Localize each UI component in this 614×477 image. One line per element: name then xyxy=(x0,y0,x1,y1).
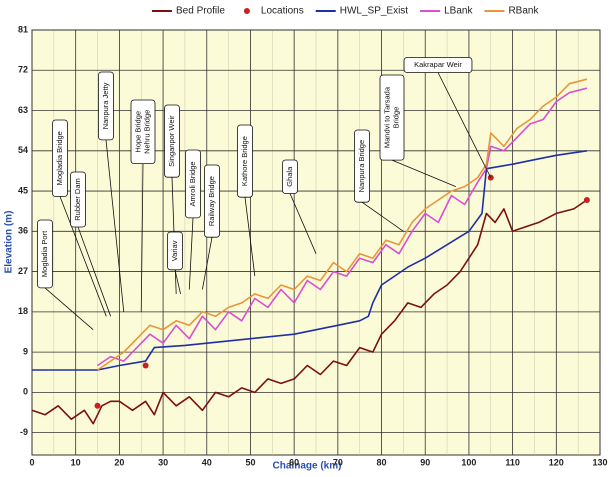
y-tick-label: 63 xyxy=(18,105,28,115)
annotation-label: Rubber Dam xyxy=(73,178,82,221)
annotation-leader xyxy=(391,159,456,187)
y-tick-label: 9 xyxy=(23,346,28,356)
annotation-box xyxy=(52,119,68,197)
x-tick-label: 120 xyxy=(549,457,564,467)
annotation-leader xyxy=(202,237,213,290)
x-tick-label: 30 xyxy=(158,457,168,467)
annotation-leader xyxy=(437,72,492,178)
location-marker xyxy=(142,362,149,369)
annotation-leader xyxy=(105,139,125,312)
annotation-box xyxy=(354,129,370,203)
legend: Bed Profile Locations HWL_SP_Exist LBank RBa… xyxy=(152,6,539,17)
legend-label: RBank xyxy=(508,6,539,17)
annotation-line: Nanpura Jetty xyxy=(101,82,110,129)
x-tick-label: 50 xyxy=(245,457,255,467)
x-tick-label: 20 xyxy=(114,457,124,467)
annotation-leader xyxy=(289,193,317,254)
y-tick-label: 72 xyxy=(18,65,28,75)
legend-label: Bed Profile xyxy=(176,6,225,17)
annotation-leader xyxy=(77,226,112,317)
annotation-box xyxy=(403,57,473,73)
annotation-label: Variav xyxy=(170,240,179,261)
annotation-leader xyxy=(140,163,144,312)
annotation-box xyxy=(130,99,156,164)
annotation-leader xyxy=(44,287,94,331)
annotation-box xyxy=(282,159,298,194)
annotation-box xyxy=(185,149,201,219)
legend-swatch xyxy=(243,8,250,14)
x-tick-label: 40 xyxy=(202,457,212,467)
y-tick-label: 45 xyxy=(18,185,28,195)
annotation-box xyxy=(237,124,253,198)
annotation-leader xyxy=(188,217,194,290)
annotation-line: Nanpura Bridge xyxy=(357,140,366,193)
x-tick-label: 130 xyxy=(592,457,607,467)
x-tick-label: 10 xyxy=(71,457,81,467)
legend-label: LBank xyxy=(444,6,473,17)
annotation-box xyxy=(37,219,53,289)
x-tick-label: 0 xyxy=(29,457,34,467)
annotation-box xyxy=(98,71,114,141)
y-tick-label: 81 xyxy=(18,24,28,34)
annotation-line: Kathore Bridge xyxy=(240,136,249,186)
annotation-label: Kathore Bridge xyxy=(240,136,249,186)
annotation-label: Nanpura Jetty xyxy=(101,82,110,129)
series-line xyxy=(32,150,588,371)
location-marker xyxy=(583,197,590,203)
annotation-box xyxy=(379,74,405,161)
annotation-label: Nanpura Bridge xyxy=(357,140,366,193)
annotation-line: Singanpor Weir xyxy=(167,115,176,167)
legend-label: HWL_SP_Exist xyxy=(340,6,409,17)
annotation-label: Singanpor Weir xyxy=(167,115,176,167)
y-tick-label: 54 xyxy=(18,145,28,155)
annotation-label: Ghala xyxy=(285,166,294,187)
annotation-label: Railway Bridge xyxy=(207,176,216,226)
annotation-leader xyxy=(361,201,404,232)
annotation-label: Mandvi to TarsadaBridge xyxy=(382,86,400,148)
annotation-leader xyxy=(244,197,256,277)
annotation-leader xyxy=(174,269,181,295)
annotation-label: Hope BridgeNehru Bridge xyxy=(133,110,151,154)
annotation-line: Mandvi to Tarsada xyxy=(382,86,391,148)
x-tick-label: 60 xyxy=(289,457,299,467)
annotation-box xyxy=(70,171,86,228)
y-tick-label: 36 xyxy=(18,226,28,236)
annotation-line: Bridge xyxy=(391,107,400,129)
x-axis-title: Chainage (km) xyxy=(273,461,342,472)
x-tick-label: 70 xyxy=(333,457,343,467)
annotation-label: Mogladia Port xyxy=(40,230,49,277)
annotation-line: Mogladia Port xyxy=(40,230,49,277)
x-tick-label: 110 xyxy=(505,457,520,467)
annotation-line: Amroli Bridge xyxy=(188,161,197,206)
annotation-line: Nehru Bridge xyxy=(142,110,151,154)
y-axis-title: Elevation (m) xyxy=(4,211,15,274)
annotation-line: Ghala xyxy=(285,166,294,187)
annotation-line: Hope Bridge xyxy=(133,111,142,153)
y-tick-label: -9 xyxy=(20,427,28,437)
x-tick-label: 80 xyxy=(377,457,387,467)
y-tick-label: 27 xyxy=(18,266,28,276)
annotation-line: Variav xyxy=(170,240,179,261)
series-line xyxy=(97,87,588,367)
annotation-line: Mogladia Bridge xyxy=(55,131,64,185)
legend-label: Locations xyxy=(261,6,304,17)
annotation-box xyxy=(164,104,180,178)
annotation-box xyxy=(167,231,183,271)
x-tick-label: 100 xyxy=(461,457,476,467)
annotation-line: Kakrapar Weir xyxy=(414,60,462,69)
series-line xyxy=(97,78,588,371)
annotation-label: Mogladia Bridge xyxy=(55,131,64,185)
y-tick-label: 0 xyxy=(23,387,28,397)
annotation-box xyxy=(204,164,220,238)
annotation-label: Amroli Bridge xyxy=(188,161,197,206)
annotation-line: Rubber Dam xyxy=(73,178,82,221)
x-tick-label: 90 xyxy=(420,457,430,467)
annotation-label: Kakrapar Weir xyxy=(414,60,462,69)
series-line xyxy=(31,199,588,425)
annotation-leader xyxy=(59,196,107,317)
location-marker xyxy=(94,402,101,409)
y-tick-label: 18 xyxy=(18,306,28,316)
annotation-line: Railway Bridge xyxy=(207,176,216,226)
